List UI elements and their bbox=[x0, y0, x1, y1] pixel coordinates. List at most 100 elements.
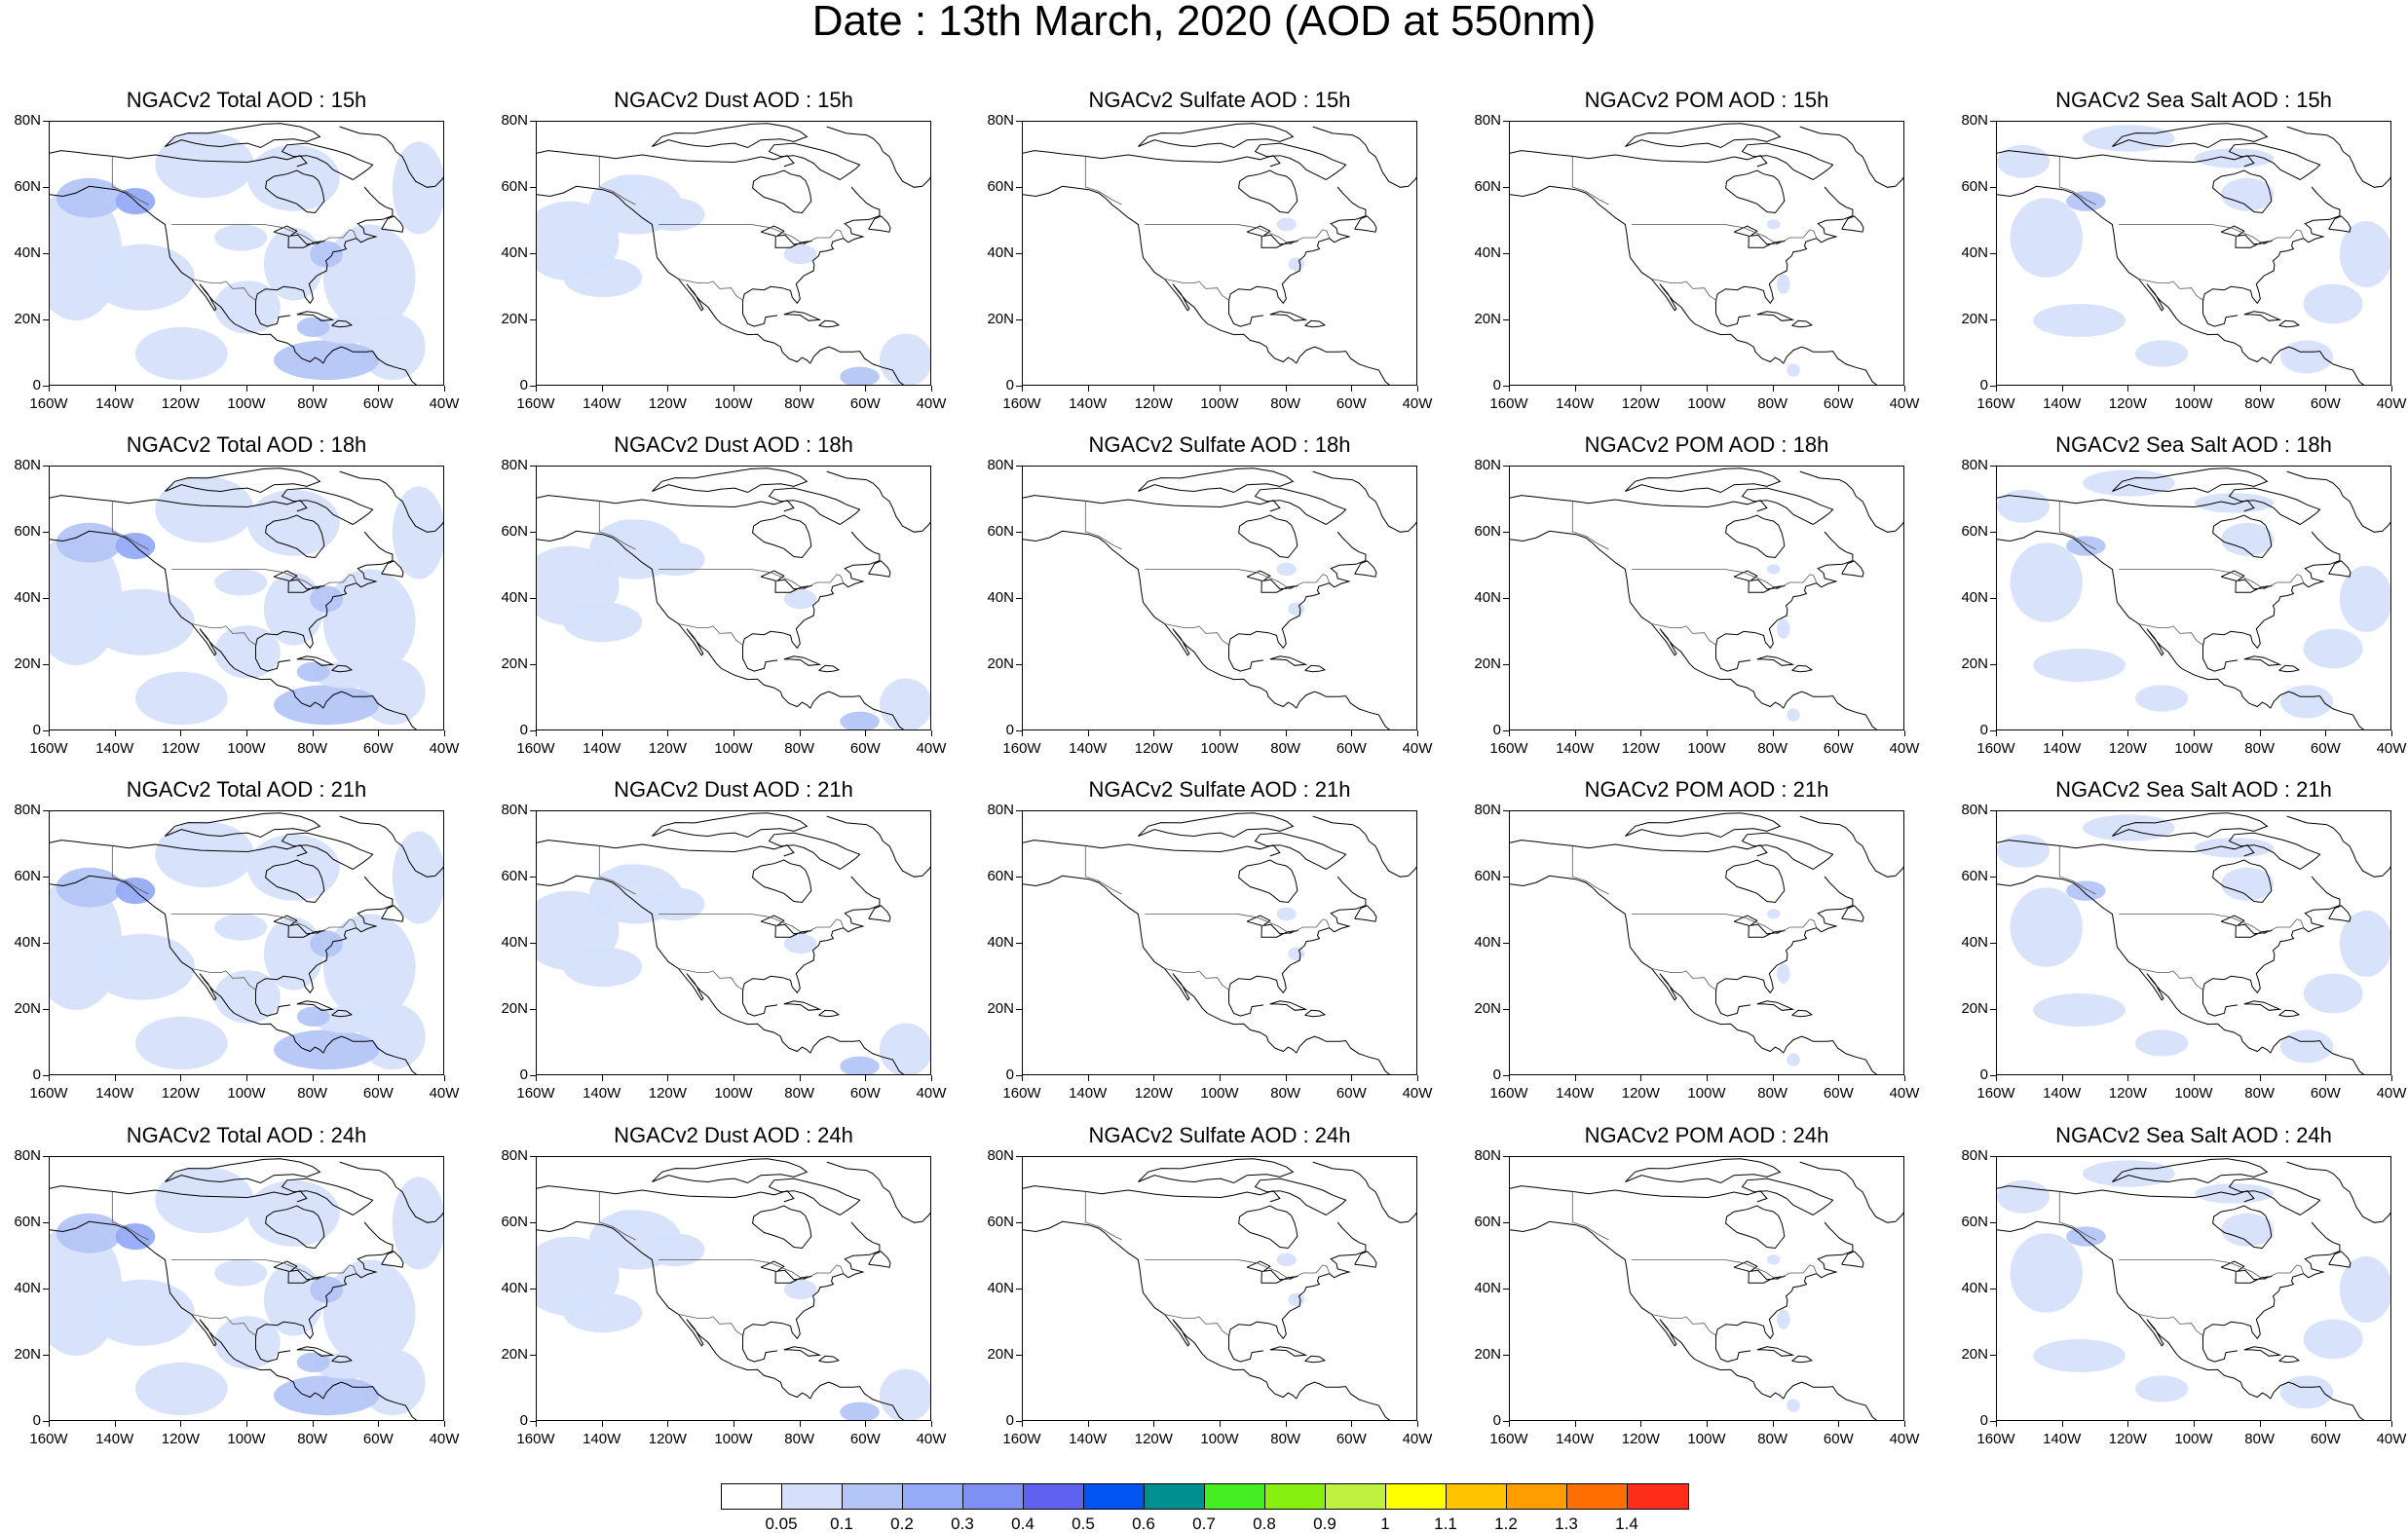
coastline bbox=[537, 1220, 811, 1400]
x-tick bbox=[246, 730, 247, 736]
latitude-label: 60N bbox=[1961, 178, 1988, 195]
coastline bbox=[652, 812, 809, 839]
longitude-label: 140W bbox=[95, 1431, 134, 1447]
y-tick bbox=[1990, 664, 1996, 665]
country-border bbox=[598, 845, 636, 895]
colorbar-swatch bbox=[1628, 1484, 1688, 1509]
longitude-label: 80W bbox=[784, 740, 815, 757]
latitude-label: 40N bbox=[1961, 1280, 1988, 1296]
coastline bbox=[2112, 812, 2269, 839]
latitude-label: 0 bbox=[32, 722, 41, 738]
coastline bbox=[760, 225, 812, 248]
y-tick bbox=[530, 386, 536, 387]
x-tick bbox=[1022, 1421, 1023, 1427]
longitude-label: 100W bbox=[714, 395, 753, 412]
longitude-label: 80W bbox=[297, 740, 328, 757]
coastline bbox=[1304, 1009, 1327, 1018]
aod-map bbox=[1023, 123, 1416, 385]
longitude-label: 160W bbox=[516, 1085, 555, 1102]
x-tick bbox=[1087, 1075, 1089, 1081]
colorbar-label: 0.5 bbox=[1072, 1514, 1095, 1533]
coastline bbox=[1725, 514, 1786, 559]
coastline bbox=[1510, 495, 1768, 512]
latitude-label: 80N bbox=[14, 457, 41, 473]
coastline bbox=[50, 495, 308, 512]
colorbar-label: 1.4 bbox=[1615, 1514, 1638, 1533]
aod-region bbox=[2303, 283, 2363, 324]
x-tick bbox=[114, 1075, 116, 1081]
panel-title: NGACv2 Total AOD : 24h bbox=[126, 1123, 367, 1147]
country-border bbox=[1632, 569, 1818, 590]
longitude-label: 160W bbox=[29, 1085, 68, 1102]
longitude-label: 80W bbox=[784, 1085, 815, 1102]
coastline bbox=[2328, 905, 2352, 922]
aod-region bbox=[2195, 838, 2275, 858]
coastline bbox=[50, 875, 324, 1054]
coastline bbox=[2278, 664, 2301, 673]
panel-title: NGACv2 Sulfate AOD : 18h bbox=[1088, 432, 1351, 457]
country-border bbox=[2138, 1314, 2204, 1337]
longitude-label: 40W bbox=[1889, 1085, 1920, 1102]
aod-region bbox=[2082, 814, 2175, 841]
aod-region bbox=[840, 1056, 880, 1074]
coastline bbox=[1741, 832, 1834, 870]
y-tick bbox=[1503, 943, 1509, 944]
longitude-label: 140W bbox=[1556, 395, 1595, 412]
longitude-label: 160W bbox=[1489, 395, 1528, 412]
coastline bbox=[1715, 186, 1854, 327]
x-tick bbox=[49, 1421, 50, 1427]
y-tick bbox=[1990, 1355, 1996, 1356]
longitude-label: 100W bbox=[1200, 1085, 1239, 1102]
longitude-label: 80W bbox=[1757, 740, 1788, 757]
latitude-label: 0 bbox=[1492, 722, 1501, 738]
coastline bbox=[322, 1035, 418, 1074]
aod-region bbox=[155, 821, 254, 888]
aod-region bbox=[2303, 1319, 2363, 1360]
latitude-label: 0 bbox=[1492, 1412, 1501, 1429]
longitude-label: 40W bbox=[916, 395, 947, 412]
aod-region bbox=[2066, 191, 2106, 211]
x-tick bbox=[2127, 730, 2129, 736]
map-plot-area bbox=[1509, 1156, 1904, 1421]
latitude-label: 20N bbox=[501, 1000, 528, 1017]
x-tick bbox=[536, 1421, 537, 1427]
x-tick bbox=[1022, 1075, 1023, 1081]
latitude-label: 20N bbox=[501, 655, 528, 672]
coastline bbox=[255, 186, 394, 327]
aod-region bbox=[783, 588, 817, 610]
x-tick bbox=[312, 1075, 314, 1081]
x-tick bbox=[1574, 1421, 1576, 1427]
country-border bbox=[1651, 279, 1717, 302]
aod-region bbox=[2082, 1160, 2175, 1187]
map-plot-area bbox=[1996, 466, 2391, 730]
latitude-label: 40N bbox=[14, 589, 41, 606]
coastline bbox=[2328, 560, 2352, 578]
aod-region bbox=[134, 1362, 228, 1416]
y-tick bbox=[530, 877, 536, 878]
coastline bbox=[265, 1205, 325, 1250]
aod-region bbox=[2339, 221, 2390, 287]
colorbar-label: 0.9 bbox=[1313, 1514, 1336, 1533]
aod-region bbox=[214, 224, 268, 251]
coastline bbox=[255, 1221, 394, 1363]
latitude-label: 40N bbox=[987, 1280, 1014, 1296]
map-plot-area bbox=[536, 121, 931, 386]
latitude-label: 0 bbox=[1005, 722, 1014, 738]
coastline bbox=[783, 1000, 822, 1011]
latitude-label: 40N bbox=[501, 589, 528, 606]
coastline bbox=[1625, 467, 1782, 494]
latitude-label: 60N bbox=[1474, 868, 1501, 884]
longitude-label: 60W bbox=[849, 1085, 881, 1102]
longitude-label: 100W bbox=[2174, 740, 2213, 757]
panel-title: NGACv2 Dust AOD : 21h bbox=[614, 777, 853, 802]
country-border bbox=[2119, 569, 2305, 590]
coastline bbox=[1841, 215, 1864, 233]
x-tick bbox=[1509, 1075, 1510, 1081]
coastline bbox=[1510, 150, 1768, 168]
latitude-label: 60N bbox=[987, 1214, 1014, 1230]
coastline bbox=[50, 840, 308, 857]
longitude-label: 60W bbox=[1336, 395, 1367, 412]
aod-region bbox=[310, 241, 344, 268]
latitude-label: 60N bbox=[987, 178, 1014, 195]
y-tick bbox=[1016, 664, 1022, 665]
